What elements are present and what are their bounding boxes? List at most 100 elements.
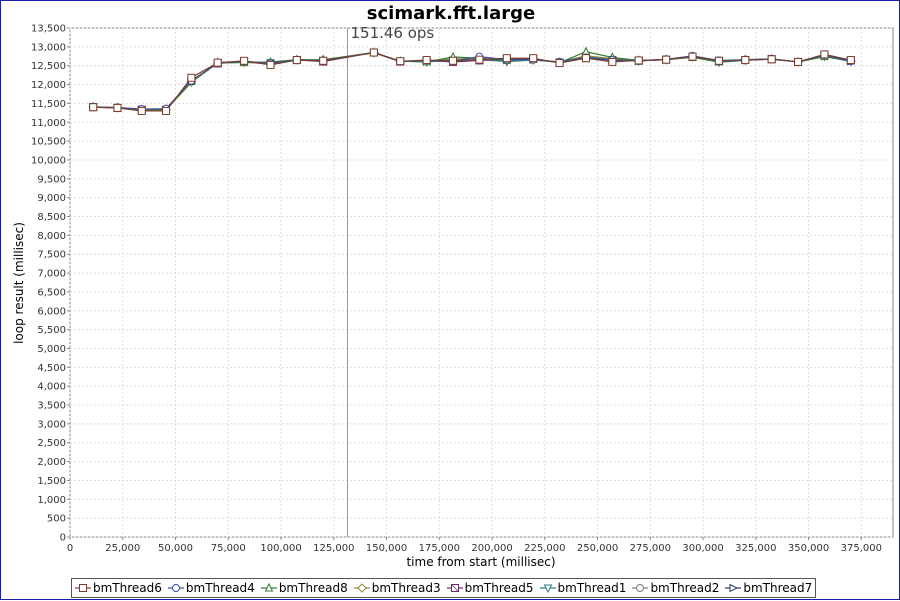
x-tick-label: 225,000 <box>524 543 565 554</box>
y-axis-title: loop result (millisec) <box>12 222 26 344</box>
data-point <box>502 54 511 63</box>
legend-item: bmThread1 <box>539 581 627 595</box>
data-point <box>369 48 378 57</box>
y-tick-label: 11,500 <box>31 99 66 110</box>
legend-swatch <box>260 582 277 592</box>
data-point <box>449 56 458 65</box>
legend-item: bmThread7 <box>725 581 812 595</box>
y-tick-label: 7,500 <box>37 250 66 261</box>
series-layer <box>88 46 856 115</box>
x-tick-label: 50,000 <box>158 543 193 554</box>
data-point <box>794 57 803 66</box>
data-point <box>581 54 590 63</box>
legend-label: bmThread3 <box>371 581 441 595</box>
legend-swatch <box>725 583 742 593</box>
grid-layer <box>69 27 893 538</box>
legend-marker <box>636 584 645 592</box>
data-point <box>213 58 222 67</box>
data-point <box>741 56 750 65</box>
x-tick-label: 350,000 <box>788 543 829 554</box>
x-tick-label: 125,000 <box>313 543 354 554</box>
legend-label: bmThread8 <box>278 581 348 595</box>
x-tick-label: 150,000 <box>366 543 407 554</box>
data-point <box>688 52 697 61</box>
data-point <box>634 56 643 65</box>
y-tick-label: 8,500 <box>37 212 66 223</box>
data-point <box>529 54 538 63</box>
data-point <box>422 56 431 65</box>
data-point <box>608 57 617 66</box>
y-tick-label: 7,000 <box>37 269 66 280</box>
y-tick-label: 1,000 <box>37 495 66 506</box>
data-point <box>396 57 405 66</box>
y-tick-label: 10,500 <box>31 137 66 148</box>
chart-title: scimark.fft.large <box>367 3 535 24</box>
x-tick-label: 275,000 <box>630 543 671 554</box>
x-axis-ticks: 0 25,000 50,000 75,000 100,000 125,000 150,000… <box>67 537 882 554</box>
data-point <box>266 60 275 69</box>
legend-item: bmThread6 <box>75 581 162 595</box>
legend-swatch <box>75 584 91 592</box>
legend-marker <box>171 584 180 592</box>
legend-swatch <box>632 584 649 592</box>
y-tick-label: 4,000 <box>37 382 66 393</box>
legend-label: bmThread6 <box>93 581 162 595</box>
domain-marker-label: 151.46 ops <box>350 24 434 42</box>
legend-marker <box>543 584 552 594</box>
data-point <box>820 50 829 59</box>
data-point <box>555 59 564 68</box>
data-point <box>240 56 249 65</box>
x-tick-label: 25,000 <box>105 543 140 554</box>
legend-item: bmThread5 <box>446 581 534 595</box>
y-tick-label: 3,500 <box>37 401 66 412</box>
data-point <box>319 56 328 65</box>
data-point <box>846 56 855 65</box>
data-point <box>137 106 146 115</box>
legend-label: bmThread4 <box>185 581 255 595</box>
data-point <box>292 56 301 65</box>
x-tick-label: 250,000 <box>577 543 618 554</box>
y-tick-label: 9,500 <box>37 174 66 185</box>
data-point <box>662 55 671 64</box>
legend-item: bmThread3 <box>353 581 441 595</box>
y-tick-label: 9,000 <box>37 193 66 204</box>
x-tick-label: 175,000 <box>419 543 460 554</box>
y-tick-label: 2,000 <box>37 457 66 468</box>
data-point <box>187 73 196 82</box>
x-tick-label: 300,000 <box>682 543 723 554</box>
y-tick-label: 2,500 <box>37 438 66 449</box>
y-tick-label: 11,000 <box>31 118 66 129</box>
data-point <box>475 55 484 64</box>
data-point <box>714 56 723 65</box>
chart-legend: bmThread6 bmThread4 bmThread8 bmThread3 bmTh… <box>71 578 817 598</box>
x-tick-label: 0 <box>67 543 73 554</box>
y-tick-label: 6,500 <box>37 287 66 298</box>
legend-marker <box>729 583 739 593</box>
x-tick-label: 100,000 <box>260 543 301 554</box>
legend-marker <box>264 582 274 592</box>
y-tick-label: 13,000 <box>31 42 66 53</box>
legend-label: bmThread1 <box>557 581 627 595</box>
y-tick-label: 8,000 <box>37 231 66 242</box>
data-point <box>89 103 98 112</box>
x-tick-label: 75,000 <box>211 543 246 554</box>
legend-marker <box>357 583 367 593</box>
legend-marker <box>79 584 87 592</box>
legend-item: bmThread2 <box>632 581 719 595</box>
y-tick-label: 1,500 <box>37 476 66 487</box>
y-tick-label: 13,500 <box>31 24 66 35</box>
y-tick-label: 500 <box>47 514 66 525</box>
y-tick-label: 12,000 <box>31 80 66 91</box>
plot-area <box>69 27 894 538</box>
legend-label: bmThread7 <box>743 581 813 595</box>
y-axis-ticks: 0 500 1,000 1,500 2,000 2,500 3,000 3,500 4,000 4… <box>31 24 70 544</box>
y-tick-label: 5,500 <box>37 325 66 336</box>
x-axis-title: time from start (millisec) <box>406 555 555 569</box>
legend-label: bmThread2 <box>650 581 720 595</box>
data-point <box>162 106 171 115</box>
legend-swatch <box>539 584 556 594</box>
x-tick-label: 375,000 <box>841 543 882 554</box>
y-tick-label: 0 <box>60 533 66 544</box>
